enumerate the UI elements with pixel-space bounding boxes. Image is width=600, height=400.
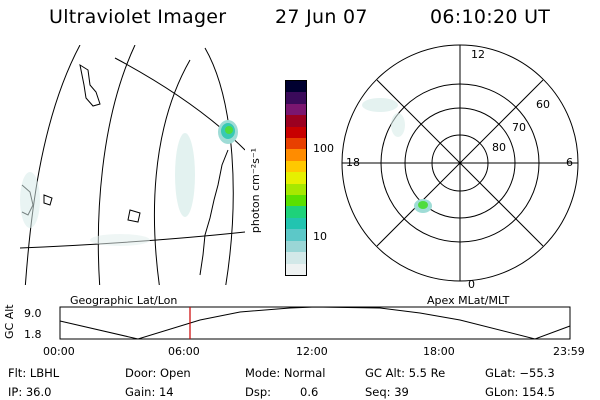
geo-latitude: GLat: −55.3 (485, 366, 555, 380)
gain-value: Gain: 14 (125, 385, 174, 399)
lat-label-80: 80 (492, 141, 506, 154)
timeline-xtick-1200: 12:00 (296, 345, 328, 358)
mode-value: Mode: Normal (245, 366, 326, 380)
timeline-xtick-2359: 23:59 (553, 345, 585, 358)
meridian-line (24, 45, 81, 285)
geo-map-label: Geographic Lat/Lon (70, 294, 178, 307)
polar-plot-label: Apex MLat/MLT (427, 294, 510, 307)
lat-label-60: 60 (536, 98, 550, 111)
aurora-emission (20, 133, 195, 246)
colorbar-swatch (286, 252, 306, 264)
colorbar-swatch (286, 92, 306, 104)
lat-label-70: 70 (512, 121, 526, 134)
colorbar-swatch (286, 81, 306, 93)
polar-aurora (362, 98, 432, 213)
colorbar-swatch (286, 138, 306, 150)
parallel-line (204, 47, 234, 285)
coastline (43, 194, 53, 206)
colorbar-swatch (286, 263, 306, 275)
mlt-label-0: 0 (468, 278, 475, 291)
timeline-xtick-0000: 00:00 (43, 345, 75, 358)
coastline (79, 63, 101, 107)
timeline-xtick-1800: 18:00 (423, 345, 455, 358)
altitude-curve (59, 306, 571, 340)
aurora-hotspot (218, 120, 238, 144)
colorbar-swatch (286, 217, 306, 230)
colorbar-swatch (286, 229, 306, 241)
colorbar-swatch (286, 172, 306, 184)
timeline-ytick-max: 9.0 (24, 307, 42, 320)
timeline-axis-title: GC Alt (3, 304, 16, 339)
mlt-label-18: 18 (346, 156, 360, 169)
polar-axis (376, 79, 544, 247)
geo-longitude: GLon: 154.5 (485, 385, 555, 399)
meridian-line (153, 59, 191, 285)
gc-altitude: GC Alt: 5.5 Re (365, 366, 446, 380)
colorbar-swatch (286, 195, 306, 207)
mlt-label-6: 6 (566, 156, 573, 169)
dsp-label: Dsp: (245, 385, 272, 399)
door-status: Door: Open (125, 366, 191, 380)
colorbar-swatch (286, 126, 306, 139)
colorbar-swatch (286, 206, 306, 218)
ip-value: IP: 36.0 (8, 385, 52, 399)
colorbar (285, 80, 307, 276)
observation-time: 06:10:20 UT (430, 6, 551, 28)
timeline-xtick-0600: 06:00 (168, 345, 200, 358)
colorbar-swatch (286, 240, 306, 253)
colorbar-tick-100: 100 (313, 142, 334, 155)
coastline (199, 149, 229, 276)
sequence-number: Seq: 39 (365, 385, 409, 399)
coastline (127, 209, 141, 223)
timeline-frame (59, 306, 571, 340)
mlt-label-12: 12 (471, 48, 485, 61)
instrument-title: Ultraviolet Imager (49, 6, 227, 28)
meridian-line (97, 45, 136, 285)
colorbar-swatch (286, 149, 306, 161)
timeline-ytick-min: 1.8 (24, 328, 42, 341)
observation-date: 27 Jun 07 (275, 6, 368, 28)
colorbar-swatch (286, 115, 306, 127)
dsp-value: 0.6 (300, 385, 319, 399)
colorbar-swatch (286, 160, 306, 173)
colorbar-swatch (286, 103, 306, 116)
filter-value: Flt: LBHL (8, 366, 60, 380)
colorbar-tick-10: 10 (313, 230, 327, 243)
colorbar-swatch (286, 183, 306, 196)
